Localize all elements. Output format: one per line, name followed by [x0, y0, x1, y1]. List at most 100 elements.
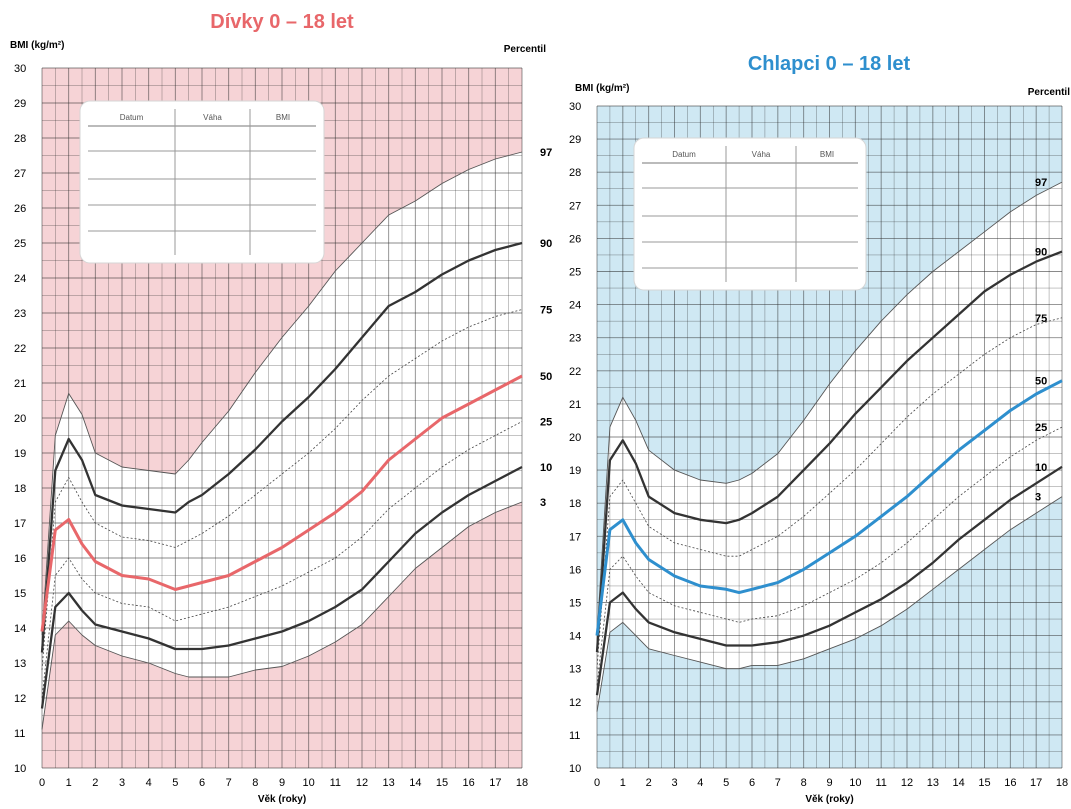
boys-y-tick: 30: [569, 101, 581, 113]
girls-y-tick: 28: [14, 133, 26, 145]
girls-y-tick: 15: [14, 588, 26, 600]
boys-percentile-label-10: 10: [1035, 462, 1047, 474]
boys-x-tick: 18: [1056, 777, 1068, 789]
girls-x-tick: 16: [463, 777, 475, 789]
girls-y-tick: 17: [14, 518, 26, 530]
boys-x-tick: 8: [801, 777, 807, 789]
table-header-0: Datum: [120, 113, 144, 122]
boys-y-tick: 15: [569, 598, 581, 610]
girls-percentile-line-97: [41, 151, 523, 636]
girls-x-tick: 17: [489, 777, 501, 789]
boys-x-tick: 15: [978, 777, 990, 789]
boys-x-tick: 5: [723, 777, 729, 789]
girls-x-tick: 18: [516, 777, 528, 789]
boys-grid: [596, 105, 1063, 769]
boys-y-tick: 13: [569, 664, 581, 676]
boys-x-tick: 12: [901, 777, 913, 789]
boys-percentile-label-75: 75: [1035, 313, 1047, 325]
girls-x-tick: 0: [39, 777, 45, 789]
boys-y-tick: 27: [569, 200, 581, 212]
table-header-0: Datum: [672, 150, 696, 159]
boys-y-axis-label: BMI (kg/m²): [575, 83, 629, 94]
boys-y-tick: 22: [569, 366, 581, 378]
boys-y-tick: 25: [569, 267, 581, 279]
boys-x-tick: 10: [849, 777, 861, 789]
girls-x-tick: 10: [303, 777, 315, 789]
girls-y-tick: 27: [14, 168, 26, 180]
boys-y-tick: 24: [569, 300, 581, 312]
boys-percentile-line-50: [595, 379, 1063, 636]
boys-x-tick: 14: [953, 777, 965, 789]
girls-y-axis-label: BMI (kg/m²): [10, 40, 64, 51]
boys-x-tick: 3: [671, 777, 677, 789]
girls-percentile-label-50: 50: [540, 371, 552, 383]
boys-y-tick: 18: [569, 498, 581, 510]
girls-x-tick: 2: [92, 777, 98, 789]
boys-x-tick: 16: [1004, 777, 1016, 789]
girls-y-tick: 11: [14, 728, 25, 740]
boys-x-tick: 1: [620, 777, 626, 789]
boys-percentile-label-3: 3: [1035, 492, 1041, 504]
table-header-2: BMI: [820, 150, 834, 159]
boys-percentile-line-10: [595, 465, 1063, 696]
girls-y-tick: 18: [14, 483, 26, 495]
girls-x-tick: 3: [119, 777, 125, 789]
boys-y-tick: 10: [569, 763, 581, 775]
boys-x-tick: 11: [875, 777, 886, 789]
boys-percentile-label-90: 90: [1035, 247, 1047, 259]
girls-x-tick: 13: [383, 777, 395, 789]
boys-y-tick: 20: [569, 432, 581, 444]
girls-x-tick: 5: [172, 777, 178, 789]
boys-percentile-label-25: 25: [1035, 422, 1047, 434]
table-card: [79, 100, 325, 264]
boys-y-tick: 21: [569, 399, 581, 411]
girls-y-tick: 25: [14, 238, 26, 250]
girls-y-tick: 13: [14, 658, 26, 670]
boys-percentile-line-3: [596, 496, 1063, 712]
girls-x-tick: 1: [66, 777, 72, 789]
boys-y-tick: 16: [569, 564, 581, 576]
boys-percentile-label-50: 50: [1035, 376, 1047, 388]
boys-y-tick: 12: [569, 697, 581, 709]
girls-x-axis-label: Věk (roky): [258, 794, 306, 805]
girls-chart-title: Dívky 0 – 18 let: [210, 11, 354, 33]
boys-percentile-label-97: 97: [1035, 177, 1047, 189]
girls-y-tick: 12: [14, 693, 26, 705]
boys-record-table: Datum Váha BMI: [633, 137, 867, 291]
girls-y-tick: 30: [14, 63, 26, 75]
boys-chart-title: Chlapci 0 – 18 let: [748, 53, 911, 75]
table-header-1: Váha: [203, 113, 222, 122]
girls-percentile-line-90: [40, 241, 523, 653]
boys-y-tick: 19: [569, 465, 581, 477]
boys-y-tick: 23: [569, 333, 581, 345]
girls-percentile-line-25: [41, 421, 523, 699]
girls-y-tick: 14: [14, 623, 26, 635]
girls-chart: Datum Váha BMI1011121314151617181920212223…: [10, 11, 552, 805]
girls-y-tick: 24: [14, 273, 26, 285]
girls-y-tick: 26: [14, 203, 26, 215]
girls-y-tick: 23: [14, 308, 26, 320]
girls-x-tick: 11: [330, 777, 341, 789]
girls-x-tick: 4: [146, 777, 152, 789]
girls-x-tick: 14: [409, 777, 421, 789]
boys-x-tick: 7: [775, 777, 781, 789]
girls-x-tick: 6: [199, 777, 205, 789]
girls-y-tick: 22: [14, 343, 26, 355]
boys-x-tick: 9: [826, 777, 832, 789]
girls-percentile-line-3: [41, 501, 523, 730]
boys-chart: Datum Váha BMI1011121314151617181920212223…: [569, 53, 1070, 805]
boys-y-tick: 11: [569, 730, 580, 742]
boys-percentile-line-75: [596, 317, 1063, 669]
girls-percentile-label-3: 3: [540, 497, 546, 509]
boys-percentile-line-25: [596, 426, 1063, 686]
girls-y-tick: 20: [14, 413, 26, 425]
boys-x-tick: 13: [927, 777, 939, 789]
girls-y-tick: 29: [14, 98, 26, 110]
girls-percentile-line-50: [40, 374, 523, 632]
table-header-1: Váha: [752, 150, 771, 159]
boys-y-tick: 26: [569, 233, 581, 245]
girls-y-tick: 10: [14, 763, 26, 775]
girls-percentile-line-10: [40, 465, 523, 709]
boys-y-tick: 17: [569, 531, 581, 543]
